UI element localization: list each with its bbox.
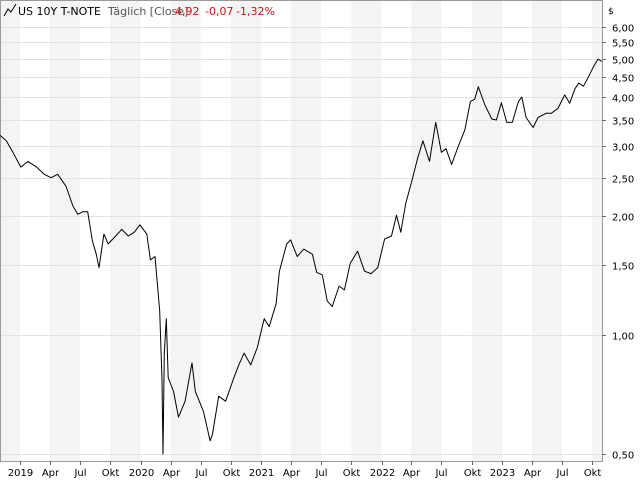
x-tick-label: 2020 <box>129 468 154 479</box>
x-tick-label: 2019 <box>8 468 33 479</box>
x-tick-label: Apr <box>163 468 181 479</box>
y-tick-label: 4,50 <box>612 74 634 85</box>
y-tick-label: 0,50 <box>612 451 634 462</box>
x-tick-label: Okt <box>102 468 120 479</box>
y-tick-label: 2,00 <box>612 213 634 224</box>
change-percent: -1,32% <box>236 5 275 18</box>
x-tick-label: Jul <box>555 468 568 479</box>
x-tick-label: Okt <box>343 468 361 479</box>
quarter-band <box>290 1 321 461</box>
quarter-band <box>471 1 503 461</box>
plot-frame <box>0 0 603 462</box>
y-tick-label: 1,00 <box>612 332 634 343</box>
y-tick-label: 3,50 <box>612 117 634 128</box>
y-tick-label: 5,50 <box>612 39 634 50</box>
x-tick-label: Okt <box>223 468 241 479</box>
x-tick-label: 2023 <box>490 468 515 479</box>
last-value: 4,92 <box>175 5 200 18</box>
quarter-band <box>592 1 602 461</box>
change-value: -0,07 <box>205 5 233 18</box>
x-tick-label: Okt <box>464 468 482 479</box>
grid-lines <box>0 27 602 455</box>
line-chart-icon <box>3 3 17 17</box>
x-tick-label: 2021 <box>249 468 274 479</box>
x-tick-label: Apr <box>524 468 542 479</box>
quarter-band <box>351 1 382 461</box>
period-label: Täglich [Close] <box>107 5 188 18</box>
series-line <box>0 58 603 455</box>
quarter-band <box>230 1 262 461</box>
y-tick-label: 6,00 <box>612 24 634 35</box>
y-tick-label: 5,00 <box>612 56 634 67</box>
chart-header: US 10Y T-NOTE Täglich [Close] 4,92 -0,07… <box>3 3 275 18</box>
instrument-name: US 10Y T-NOTE <box>18 5 101 18</box>
y-axis: 0,50 1,00 1,50 2,00 2,50 3,00 3,50 4,00 4,50 5,00… <box>602 24 634 462</box>
x-tick-label: Apr <box>403 468 421 479</box>
y-tick-label: 4,00 <box>612 94 634 105</box>
quarter-band <box>110 1 141 461</box>
y-tick-label: 2,50 <box>612 175 634 186</box>
x-tick-label: Jul <box>314 468 327 479</box>
y-tick-label: 3,00 <box>612 143 634 154</box>
x-tick-label: 2022 <box>370 468 395 479</box>
x-tick-label: Apr <box>42 468 60 479</box>
quarter-band <box>0 1 21 461</box>
series-group <box>0 58 603 455</box>
x-axis: 2019 Apr Jul Okt 2020 Apr Jul Okt 2021 Apr Jul Okt 2… <box>8 461 602 479</box>
quarter-band <box>411 1 442 461</box>
y-tick-label: 1,50 <box>612 262 634 273</box>
x-tick-label: Jul <box>434 468 447 479</box>
x-tick-label: Jul <box>73 468 86 479</box>
x-tick-label: Jul <box>194 468 207 479</box>
x-tick-label: Apr <box>283 468 301 479</box>
quarter-band <box>49 1 80 461</box>
quarter-band <box>531 1 562 461</box>
currency-label: $ <box>608 7 614 17</box>
x-tick-label: Okt <box>584 468 602 479</box>
